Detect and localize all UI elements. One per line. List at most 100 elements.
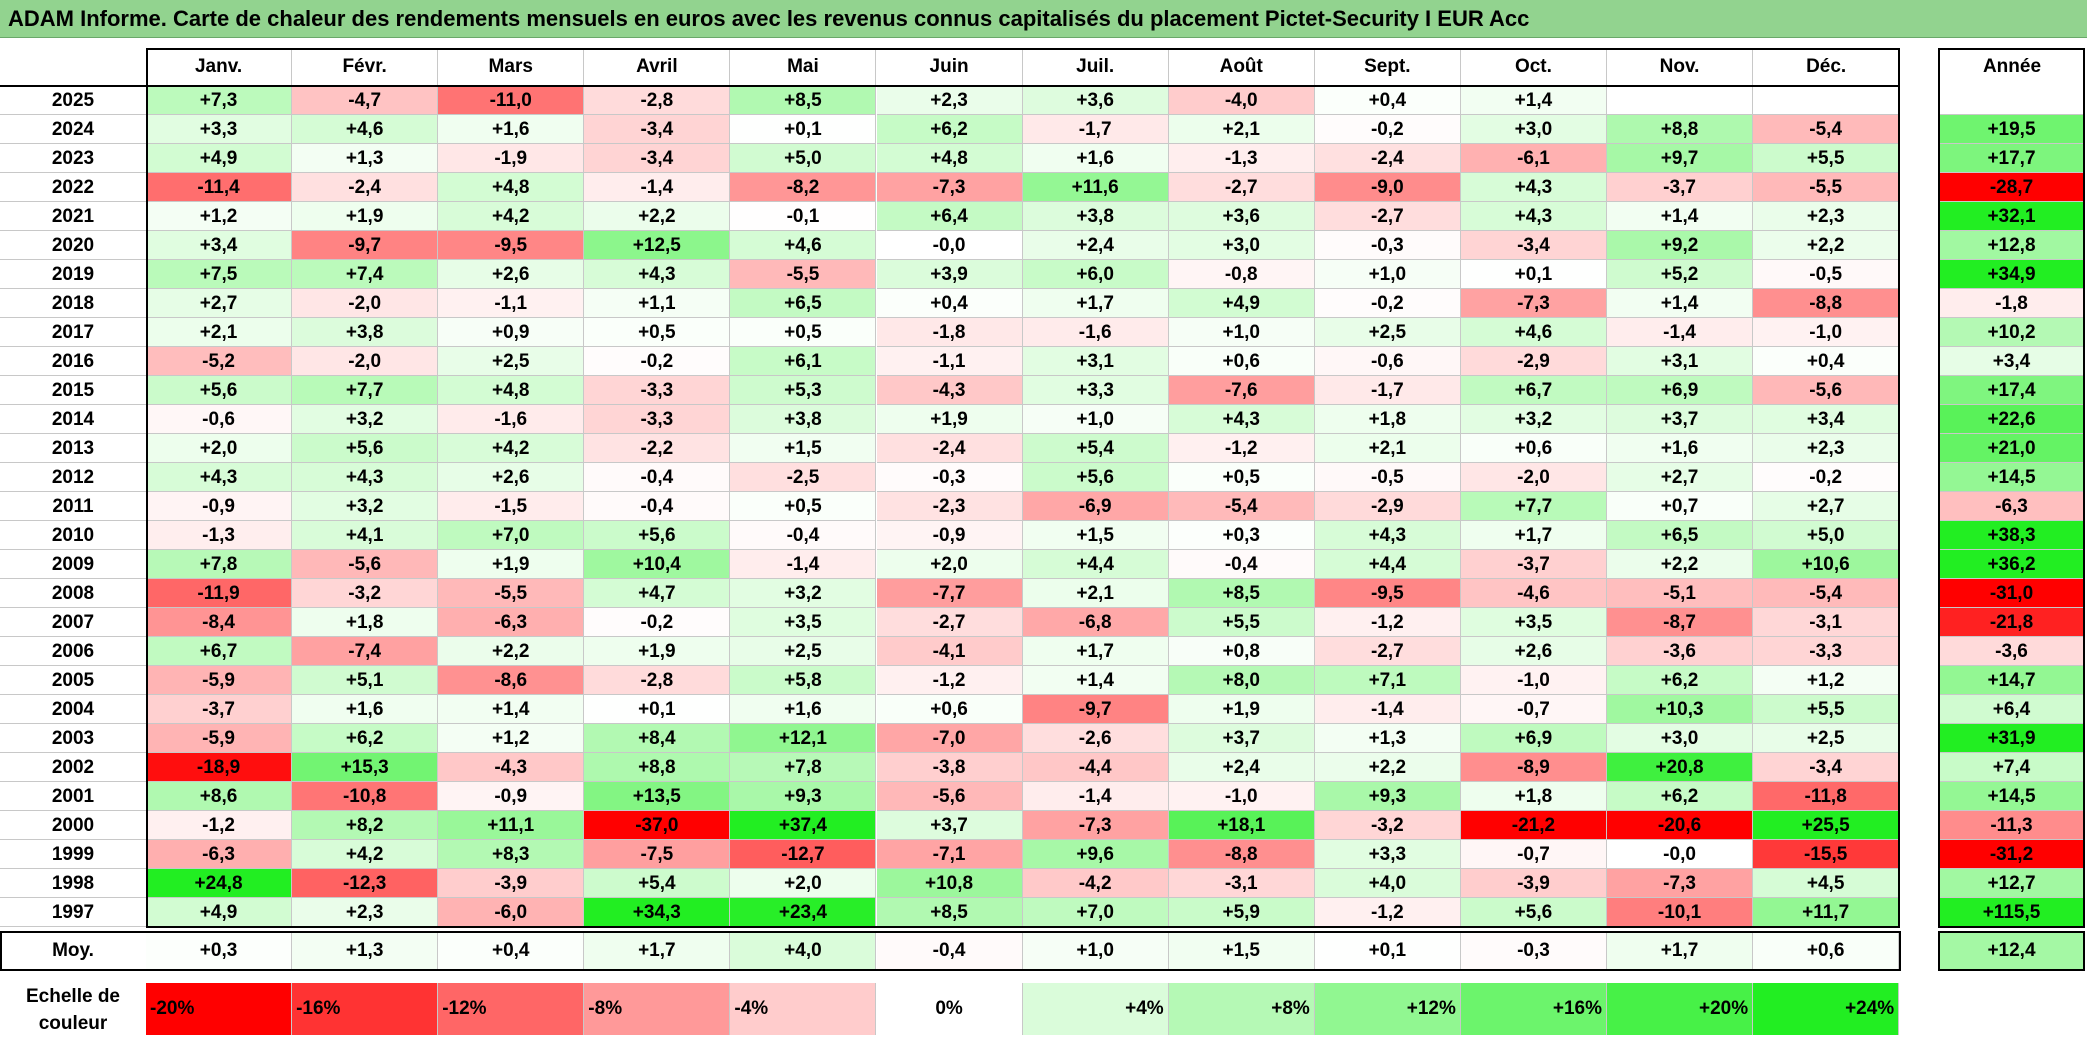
scale-stop: +20% <box>1607 983 1754 1035</box>
heatmap-cell: +8,8 <box>584 753 731 782</box>
heatmap-cell: +3,7 <box>876 811 1023 840</box>
heatmap-cell: +1,2 <box>146 202 293 231</box>
year-label: 2025 <box>0 86 146 115</box>
heatmap-cell: +2,2 <box>438 637 585 666</box>
heatmap-cell: +34,3 <box>584 898 731 927</box>
heatmap-cell: +0,1 <box>584 695 731 724</box>
heatmap-cell: -1,6 <box>438 405 585 434</box>
heatmap-cell: -6,3 <box>146 840 293 869</box>
heatmap-cell: -5,6 <box>876 782 1023 811</box>
heatmap-cell: -1,2 <box>1314 608 1461 637</box>
heatmap-cell: +12,1 <box>730 724 877 753</box>
heatmap-cell: +3,7 <box>1168 724 1315 753</box>
heatmap-cell: +0,3 <box>1168 521 1315 550</box>
average-annual-cell: +12,4 <box>1939 933 2085 969</box>
heatmap-cell: +23,4 <box>730 898 877 927</box>
heatmap-cell: +5,5 <box>1753 695 1900 724</box>
heatmap-cell: -1,6 <box>1022 318 1169 347</box>
heatmap-cell: +5,6 <box>1022 463 1169 492</box>
heatmap-cell: +6,7 <box>1460 376 1607 405</box>
annual-cell: +14,5 <box>1939 463 2085 492</box>
heatmap-cell: +2,7 <box>1607 463 1754 492</box>
heatmap-cell: -5,9 <box>146 724 293 753</box>
heatmap-cell: +5,5 <box>1753 144 1900 173</box>
heatmap-cell: +2,5 <box>1314 318 1461 347</box>
heatmap-cell: -3,4 <box>1753 753 1900 782</box>
heatmap-cell: -5,9 <box>146 666 293 695</box>
heatmap-cell: +3,2 <box>730 579 877 608</box>
annual-cell: +36,2 <box>1939 550 2085 579</box>
heatmap-cell: +7,0 <box>438 521 585 550</box>
heatmap-cell: -5,5 <box>730 260 877 289</box>
annual-cell: +14,7 <box>1939 666 2085 695</box>
heatmap-cell: -10,8 <box>292 782 439 811</box>
average-cell: +1,7 <box>1607 933 1754 969</box>
heatmap-cell: +2,5 <box>1753 724 1900 753</box>
heatmap-cell: +9,3 <box>730 782 877 811</box>
heatmap-cell: -1,2 <box>876 666 1023 695</box>
heatmap-cell: +3,1 <box>1607 347 1754 376</box>
heatmap-cell: +8,5 <box>876 898 1023 927</box>
heatmap-cell: -7,1 <box>876 840 1023 869</box>
annual-cell: +3,4 <box>1939 347 2085 376</box>
heatmap-cell: +7,8 <box>146 550 293 579</box>
heatmap-cell: +2,7 <box>146 289 293 318</box>
heatmap-cell: +0,5 <box>730 318 877 347</box>
annual-cell: +21,0 <box>1939 434 2085 463</box>
scale-stop: +4% <box>1022 983 1169 1035</box>
annual-cell: +10,2 <box>1939 318 2085 347</box>
average-cell: +0,3 <box>146 933 293 969</box>
heatmap-cell: +0,4 <box>1753 347 1900 376</box>
heatmap-cell: -1,3 <box>146 521 293 550</box>
heatmap-cell: +5,4 <box>1022 434 1169 463</box>
annual-cell: -28,7 <box>1939 173 2085 202</box>
heatmap-cell: -4,0 <box>1168 86 1315 115</box>
heatmap-cell: +4,9 <box>146 898 293 927</box>
heatmap-cell: -37,0 <box>584 811 731 840</box>
heatmap-cell: -9,7 <box>1022 695 1169 724</box>
heatmap-cell: +5,8 <box>730 666 877 695</box>
heatmap-cell: -0,0 <box>1607 840 1754 869</box>
heatmap-cell: +1,3 <box>1314 724 1461 753</box>
heatmap-cell: -9,7 <box>292 231 439 260</box>
heatmap-cell: -11,9 <box>146 579 293 608</box>
heatmap-cell: -0,5 <box>1753 260 1900 289</box>
year-label: 2020 <box>0 231 146 260</box>
heatmap-cell: +2,3 <box>1753 434 1900 463</box>
heatmap-cell: +1,9 <box>292 202 439 231</box>
heatmap-cell: +25,5 <box>1753 811 1900 840</box>
heatmap-cell: -2,7 <box>1314 202 1461 231</box>
heatmap-cell: +6,9 <box>1460 724 1607 753</box>
heatmap-cell: +0,1 <box>730 115 877 144</box>
year-label: 2019 <box>0 260 146 289</box>
heatmap-cell: +2,6 <box>1460 637 1607 666</box>
heatmap-cell: +5,4 <box>584 869 731 898</box>
heatmap-cell: +4,3 <box>1460 173 1607 202</box>
heatmap-cell: -1,7 <box>1022 115 1169 144</box>
heatmap-cell: +3,4 <box>1753 405 1900 434</box>
heatmap-cell: +4,8 <box>438 173 585 202</box>
year-label: 2011 <box>0 492 146 521</box>
average-cell: +0,6 <box>1753 933 1900 969</box>
heatmap-cell: +1,3 <box>292 144 439 173</box>
heatmap-cell: +7,5 <box>146 260 293 289</box>
heatmap-cell: -1,4 <box>730 550 877 579</box>
heatmap-cell: -9,5 <box>438 231 585 260</box>
annual-cell: -3,6 <box>1939 637 2085 666</box>
heatmap-cell: +1,2 <box>1753 666 1900 695</box>
heatmap-cell: +1,1 <box>584 289 731 318</box>
annual-cell: +12,7 <box>1939 869 2085 898</box>
annual-cell: +19,5 <box>1939 115 2085 144</box>
year-label: 2000 <box>0 811 146 840</box>
heatmap-cell: +7,4 <box>292 260 439 289</box>
heatmap-cell: -15,5 <box>1753 840 1900 869</box>
heatmap-cell: -2,0 <box>292 289 439 318</box>
heatmap-cell: -2,9 <box>1460 347 1607 376</box>
average-cell: +0,1 <box>1314 933 1461 969</box>
year-label: 2016 <box>0 347 146 376</box>
heatmap-cell: +4,2 <box>292 840 439 869</box>
month-header: Nov. <box>1607 48 1754 86</box>
heatmap-cell: +2,2 <box>1607 550 1754 579</box>
heatmap-cell: -0,4 <box>1168 550 1315 579</box>
heatmap-cell: +2,4 <box>1168 753 1315 782</box>
